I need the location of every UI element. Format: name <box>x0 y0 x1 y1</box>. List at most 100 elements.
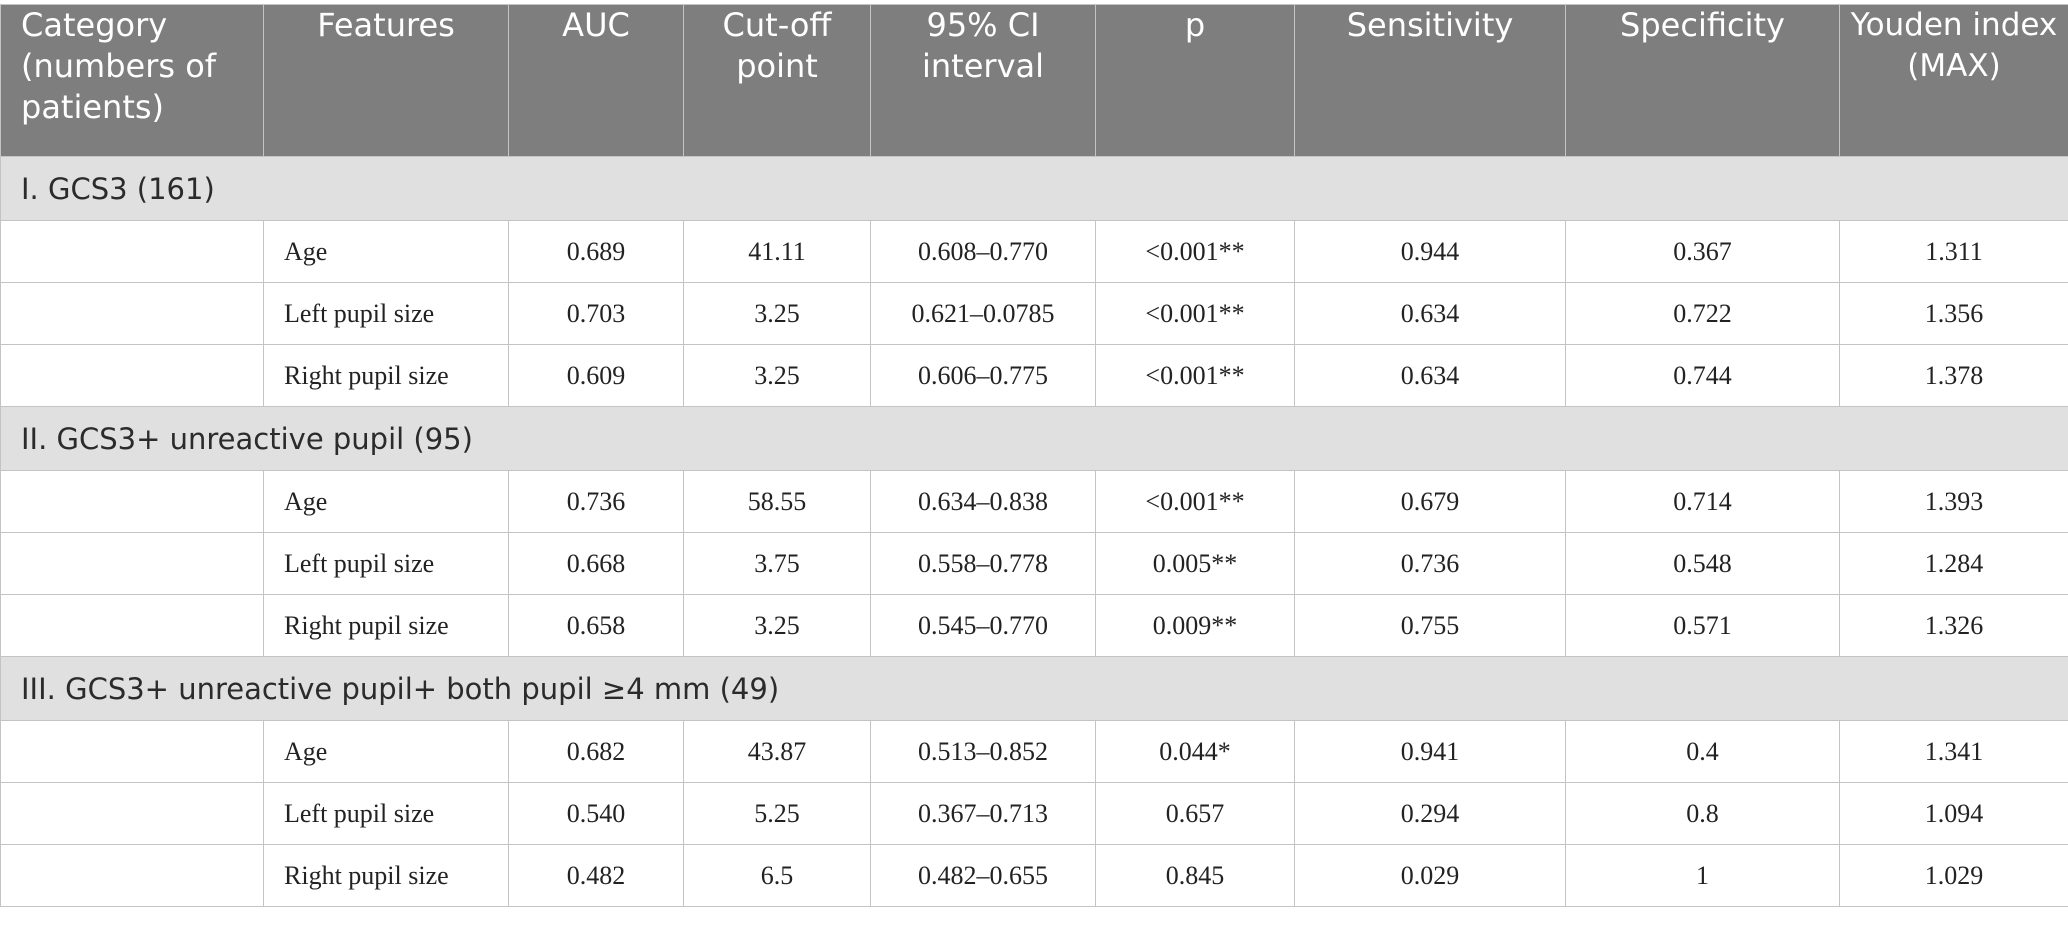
cell-ci: 0.513–0.852 <box>870 720 1096 783</box>
cell-cutoff: 43.87 <box>683 720 871 783</box>
header-category: Category (numbers of patients) <box>0 4 264 157</box>
header-cutoff: Cut-off point <box>683 4 871 157</box>
cell-p: <0.001** <box>1095 220 1295 283</box>
category-row: I. GCS3 (161) <box>0 156 2068 221</box>
table-row: Age 0.682 43.87 0.513–0.852 0.044* 0.941 0.4 1.… <box>0 720 2068 783</box>
header-features: Features <box>263 4 509 157</box>
table-body: I. GCS3 (161) Age 0.689 41.11 0.608–0.770 <0.… <box>0 156 2068 907</box>
cell-specificity: 0.571 <box>1565 594 1840 657</box>
table-row: Right pupil size 0.658 3.25 0.545–0.770 0.00… <box>0 594 2068 657</box>
table-row: Age 0.736 58.55 0.634–0.838 <0.001** 0.679 0.7… <box>0 470 2068 533</box>
cell-cutoff: 3.75 <box>683 532 871 595</box>
category-title: III. GCS3+ unreactive pupil+ both pupil … <box>0 656 2068 721</box>
header-youden: Youden index (MAX) <box>1839 4 2068 157</box>
cell-feature: Age <box>263 220 509 283</box>
cell-ci: 0.606–0.775 <box>870 344 1096 407</box>
cell-auc: 0.658 <box>508 594 684 657</box>
cell-feature: Right pupil size <box>263 344 509 407</box>
cell-youden: 1.393 <box>1839 470 2068 533</box>
cell-cutoff: 58.55 <box>683 470 871 533</box>
cell-auc: 0.540 <box>508 782 684 845</box>
cell-ci: 0.367–0.713 <box>870 782 1096 845</box>
cell-specificity: 0.714 <box>1565 470 1840 533</box>
cell-ci: 0.634–0.838 <box>870 470 1096 533</box>
cell-feature: Age <box>263 470 509 533</box>
cell-p: <0.001** <box>1095 344 1295 407</box>
cell-p: 0.005** <box>1095 532 1295 595</box>
table-row: Left pupil size 0.668 3.75 0.558–0.778 0.005… <box>0 532 2068 595</box>
cell-sensitivity: 0.679 <box>1294 470 1566 533</box>
cell-ci: 0.558–0.778 <box>870 532 1096 595</box>
cell-specificity: 0.744 <box>1565 344 1840 407</box>
table-row: Age 0.689 41.11 0.608–0.770 <0.001** 0.944 0.3… <box>0 220 2068 283</box>
cell-p: 0.044* <box>1095 720 1295 783</box>
cell-p: <0.001** <box>1095 470 1295 533</box>
cell-sensitivity: 0.736 <box>1294 532 1566 595</box>
table-row: Right pupil size 0.482 6.5 0.482–0.655 0.845… <box>0 844 2068 907</box>
cell-cutoff: 41.11 <box>683 220 871 283</box>
cell-feature: Left pupil size <box>263 282 509 345</box>
cell-category <box>0 720 264 783</box>
cell-auc: 0.689 <box>508 220 684 283</box>
cell-sensitivity: 0.634 <box>1294 282 1566 345</box>
cell-sensitivity: 0.029 <box>1294 844 1566 907</box>
cell-youden: 1.311 <box>1839 220 2068 283</box>
cell-auc: 0.682 <box>508 720 684 783</box>
cell-auc: 0.668 <box>508 532 684 595</box>
roc-results-table: Category (numbers of patients) Features … <box>0 4 2068 907</box>
cell-category <box>0 844 264 907</box>
cell-category <box>0 532 264 595</box>
cell-cutoff: 6.5 <box>683 844 871 907</box>
cell-ci: 0.608–0.770 <box>870 220 1096 283</box>
cell-feature: Left pupil size <box>263 782 509 845</box>
category-row: III. GCS3+ unreactive pupil+ both pupil … <box>0 656 2068 721</box>
cell-sensitivity: 0.634 <box>1294 344 1566 407</box>
cell-category <box>0 782 264 845</box>
cell-feature: Right pupil size <box>263 844 509 907</box>
cell-specificity: 0.8 <box>1565 782 1840 845</box>
header-specificity: Specificity <box>1565 4 1840 157</box>
table-row: Right pupil size 0.609 3.25 0.606–0.775 <0.0… <box>0 344 2068 407</box>
cell-feature: Left pupil size <box>263 532 509 595</box>
cell-specificity: 0.4 <box>1565 720 1840 783</box>
table-row: Left pupil size 0.703 3.25 0.621–0.0785 <0.0… <box>0 282 2068 345</box>
cell-youden: 1.094 <box>1839 782 2068 845</box>
header-ci: 95% CI interval <box>870 4 1096 157</box>
cell-sensitivity: 0.294 <box>1294 782 1566 845</box>
cell-category <box>0 220 264 283</box>
cell-p: 0.657 <box>1095 782 1295 845</box>
cell-ci: 0.482–0.655 <box>870 844 1096 907</box>
cell-specificity: 0.722 <box>1565 282 1840 345</box>
cell-category <box>0 470 264 533</box>
cell-specificity: 1 <box>1565 844 1840 907</box>
cell-specificity: 0.548 <box>1565 532 1840 595</box>
cell-p: 0.845 <box>1095 844 1295 907</box>
header-auc: AUC <box>508 4 684 157</box>
cell-feature: Right pupil size <box>263 594 509 657</box>
cell-cutoff: 3.25 <box>683 594 871 657</box>
cell-auc: 0.736 <box>508 470 684 533</box>
cell-auc: 0.703 <box>508 282 684 345</box>
cell-p: <0.001** <box>1095 282 1295 345</box>
category-title: II. GCS3+ unreactive pupil (95) <box>0 406 2068 471</box>
cell-sensitivity: 0.941 <box>1294 720 1566 783</box>
cell-sensitivity: 0.944 <box>1294 220 1566 283</box>
cell-cutoff: 5.25 <box>683 782 871 845</box>
header-p: p <box>1095 4 1295 157</box>
category-row: II. GCS3+ unreactive pupil (95) <box>0 406 2068 471</box>
cell-category <box>0 282 264 345</box>
cell-specificity: 0.367 <box>1565 220 1840 283</box>
cell-category <box>0 594 264 657</box>
header-row: Category (numbers of patients) Features … <box>0 4 2068 157</box>
cell-ci: 0.621–0.0785 <box>870 282 1096 345</box>
cell-youden: 1.029 <box>1839 844 2068 907</box>
cell-youden: 1.284 <box>1839 532 2068 595</box>
cell-auc: 0.609 <box>508 344 684 407</box>
cell-cutoff: 3.25 <box>683 344 871 407</box>
cell-cutoff: 3.25 <box>683 282 871 345</box>
cell-youden: 1.341 <box>1839 720 2068 783</box>
table-header: Category (numbers of patients) Features … <box>0 4 2068 157</box>
cell-ci: 0.545–0.770 <box>870 594 1096 657</box>
cell-sensitivity: 0.755 <box>1294 594 1566 657</box>
cell-category <box>0 344 264 407</box>
